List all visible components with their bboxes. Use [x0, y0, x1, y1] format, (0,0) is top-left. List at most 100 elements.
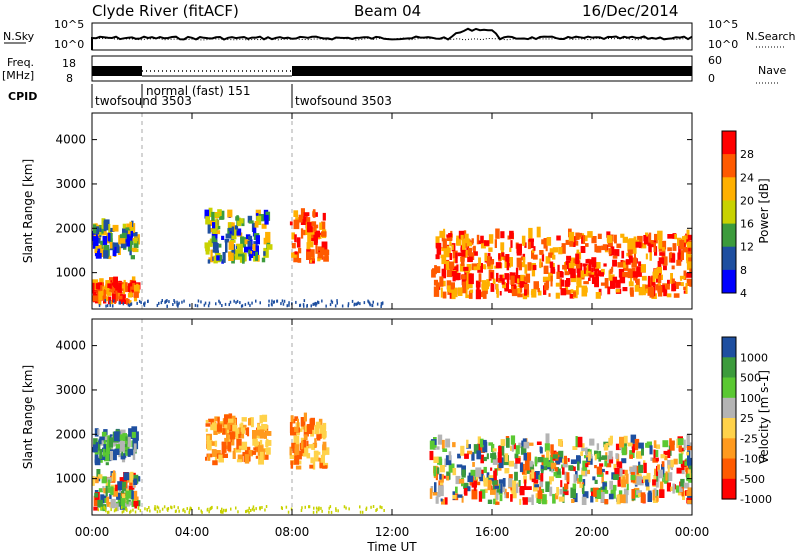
echo-cell	[544, 443, 550, 452]
cpid-segment-2: normal (fast) 151	[146, 84, 250, 98]
ground-scatter-cell	[248, 506, 250, 510]
echo-cell	[511, 288, 518, 297]
echo-cell	[259, 415, 263, 424]
echo-cell	[321, 241, 328, 251]
echo-cell	[638, 492, 644, 497]
echo-cell	[686, 434, 690, 446]
echo-cell	[602, 244, 608, 250]
echo-cell	[509, 247, 512, 252]
echo-cell	[636, 465, 639, 475]
echo-cell	[686, 272, 692, 278]
echo-cell	[495, 228, 500, 239]
echo-cell	[560, 480, 563, 488]
echo-cell	[122, 284, 126, 294]
echo-cell	[559, 488, 564, 495]
echo-cell	[632, 476, 639, 484]
echo-cell	[492, 448, 497, 452]
ground-scatter-cell	[359, 505, 361, 509]
echo-cell	[609, 480, 613, 490]
echo-cell	[686, 442, 692, 449]
echo-cell	[638, 261, 642, 267]
ground-scatter-cell	[208, 510, 210, 514]
ground-scatter-cell	[184, 510, 186, 514]
echo-cell	[634, 438, 640, 448]
echo-cell	[132, 482, 135, 488]
power-colorbar-label: Power [dB]	[757, 178, 771, 243]
echo-cell	[510, 435, 516, 445]
nsearch-label: N.Search	[746, 30, 796, 43]
echo-cell	[505, 254, 510, 262]
echo-cell	[504, 273, 509, 280]
echo-cell	[680, 478, 685, 488]
echo-cell	[486, 255, 491, 267]
y-tick-label: 3000	[55, 383, 86, 397]
echo-cell	[653, 449, 656, 459]
echo-cell	[685, 462, 688, 472]
echo-cell	[216, 255, 221, 261]
echo-cell	[468, 273, 474, 285]
echo-cell	[587, 231, 593, 238]
echo-cell	[585, 463, 589, 468]
echo-cell	[611, 484, 617, 491]
ground-scatter-cell	[139, 509, 142, 513]
echo-cell	[290, 430, 295, 436]
echo-cell	[231, 247, 234, 253]
echo-cell	[240, 236, 245, 241]
ground-scatter-cell	[122, 302, 125, 306]
echo-cell	[312, 253, 315, 261]
ground-scatter-cell	[354, 302, 356, 306]
echo-cell	[433, 279, 438, 286]
echo-cell	[494, 485, 500, 489]
nave-label: Nave	[758, 64, 786, 77]
ground-scatter-cell	[302, 303, 305, 307]
echo-cell	[449, 253, 453, 260]
colorbar-tick-label: 4	[740, 287, 747, 300]
echo-cell	[570, 487, 576, 498]
echo-cell	[431, 269, 436, 278]
echo-cell	[539, 481, 544, 488]
echo-cell	[455, 252, 458, 264]
colorbar-tick-label: 24	[740, 171, 754, 184]
echo-cell	[482, 290, 488, 295]
echo-cell	[211, 211, 215, 221]
echo-cell	[323, 256, 329, 262]
echo-cell	[533, 483, 538, 492]
echo-cell	[451, 291, 456, 300]
echo-cell	[558, 247, 563, 255]
colorbar-frame	[721, 336, 737, 500]
echo-cell	[266, 244, 273, 250]
echo-cell	[570, 257, 577, 266]
ground-scatter-cell	[189, 303, 191, 307]
echo-cell	[599, 463, 604, 467]
ground-scatter-cell	[215, 302, 217, 306]
echo-cell	[222, 428, 226, 435]
echo-cell	[619, 436, 624, 448]
echo-cell	[106, 288, 112, 296]
echo-cell	[229, 230, 234, 235]
echo-cell	[517, 293, 523, 298]
echo-cell	[597, 233, 602, 239]
echo-cell	[625, 259, 631, 265]
echo-cell	[307, 222, 313, 233]
echo-cell	[125, 436, 130, 441]
echo-cell	[594, 454, 597, 461]
echo-cell	[464, 249, 468, 258]
echo-cell	[603, 482, 607, 487]
echo-cell	[118, 282, 122, 294]
echo-cell	[643, 462, 647, 473]
echo-cell	[555, 493, 559, 500]
echo-cell	[635, 445, 639, 451]
echo-cell	[533, 246, 536, 251]
nsky-tick-bottom: 10^0	[54, 38, 84, 51]
y-tick-label: 1000	[55, 266, 86, 280]
echo-cell	[564, 266, 567, 275]
ground-scatter-cell	[122, 509, 125, 513]
ground-scatter-cell	[163, 505, 166, 509]
ground-scatter-cell	[178, 301, 180, 305]
echo-cell	[635, 241, 640, 248]
echo-cell	[460, 234, 464, 241]
echo-cell	[451, 270, 457, 277]
ground-scatter-cell	[143, 302, 145, 306]
echo-cell	[302, 453, 308, 457]
echo-cell	[570, 289, 574, 294]
